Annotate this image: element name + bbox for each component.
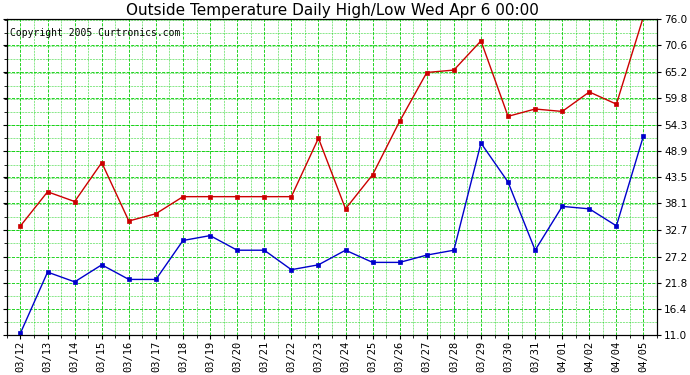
Title: Outside Temperature Daily High/Low Wed Apr 6 00:00: Outside Temperature Daily High/Low Wed A… <box>126 3 538 18</box>
Text: Copyright 2005 Curtronics.com: Copyright 2005 Curtronics.com <box>10 28 181 39</box>
